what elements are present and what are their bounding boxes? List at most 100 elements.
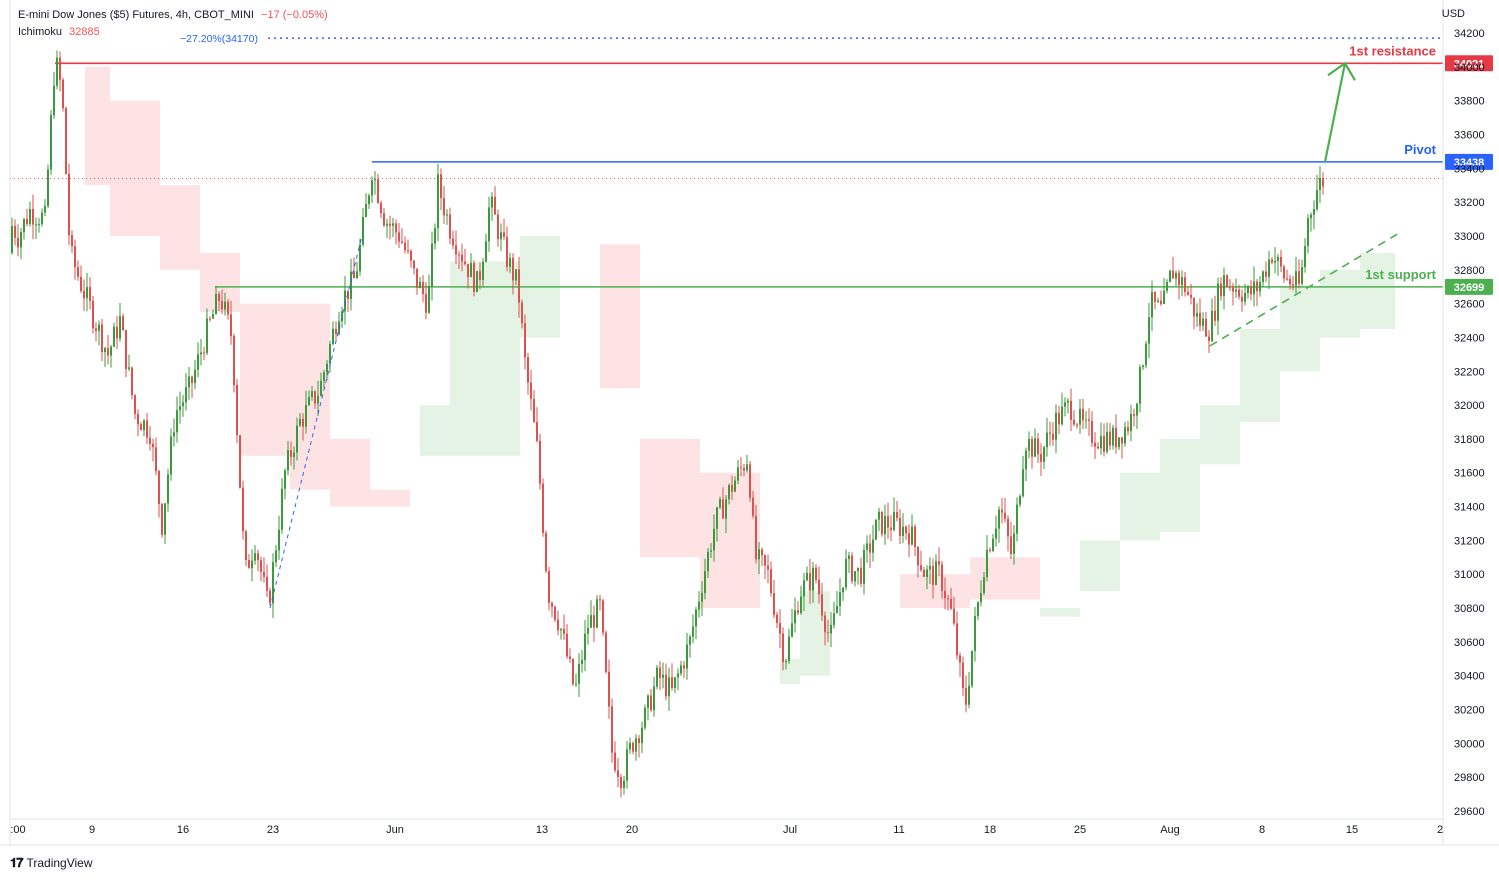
- candle-body: [335, 328, 337, 335]
- candle-body: [650, 695, 652, 711]
- candle-body: [644, 707, 646, 728]
- candle-body: [743, 467, 745, 471]
- y-tick-label: 33400: [1454, 163, 1485, 175]
- candle-body: [137, 413, 139, 425]
- level-price-label: 32699: [1454, 282, 1485, 294]
- x-tick-label: 25: [1074, 824, 1086, 836]
- axes-layer: 34021 33438 32699 29600 29800 30000 30200 30400…: [0, 0, 1499, 846]
- candle-body: [254, 553, 256, 561]
- candle-body: [1100, 435, 1102, 449]
- candle-body: [263, 571, 265, 577]
- candle-body: [1157, 300, 1159, 302]
- candle-body: [104, 348, 106, 353]
- candle-body: [866, 543, 868, 550]
- chart-legend-indicator[interactable]: Ichimoku 32885: [18, 26, 100, 38]
- candle-body: [26, 219, 28, 225]
- candle-body: [494, 196, 496, 215]
- y-tick-label: 31200: [1454, 535, 1485, 547]
- candle-body: [920, 565, 922, 570]
- candle-body: [50, 115, 52, 170]
- candle-body: [1118, 437, 1120, 448]
- candle-body: [512, 257, 514, 281]
- candle-body: [287, 450, 289, 471]
- candle-body: [461, 254, 463, 262]
- candle-body: [851, 555, 853, 582]
- candle-body: [827, 632, 829, 634]
- candle-body: [146, 420, 148, 438]
- cloud-red-segment: [290, 303, 330, 490]
- candle-body: [23, 219, 25, 233]
- candle-body: [1145, 343, 1147, 366]
- candle-body: [332, 328, 334, 345]
- candle-body: [587, 627, 589, 634]
- candles-layer: [11, 50, 1324, 798]
- cloud-green-segment: [1120, 472, 1160, 541]
- candle-body: [1256, 281, 1258, 292]
- symbol-title: E-mini Dow Jones ($5) Futures, 4h, CBOT_…: [18, 9, 254, 21]
- projection-arrow-shaft: [1323, 63, 1347, 163]
- candle-body: [776, 614, 778, 624]
- candle-body: [1205, 318, 1207, 337]
- candle-body: [887, 516, 889, 528]
- candle-body: [677, 673, 679, 678]
- candle-body: [251, 560, 253, 569]
- candle-body: [614, 752, 616, 771]
- candle-body: [1208, 336, 1210, 341]
- candle-body: [722, 499, 724, 519]
- tradingview-logo[interactable]: 𝟏𝟕 TradingView: [10, 855, 93, 871]
- level-price-label: 33438: [1454, 157, 1485, 169]
- y-tick-label: 33000: [1454, 231, 1485, 243]
- candle-body: [122, 316, 124, 331]
- candle-body: [638, 738, 640, 744]
- candle-body: [839, 592, 841, 607]
- candle-body: [1076, 424, 1078, 426]
- cloud-green-segment: [420, 405, 450, 456]
- candle-body: [1274, 260, 1276, 263]
- candle-body: [1160, 300, 1162, 305]
- candle-body: [1292, 284, 1294, 286]
- candle-body: [530, 382, 532, 399]
- candle-body: [734, 480, 736, 492]
- candle-body: [533, 398, 535, 423]
- candle-body: [425, 293, 427, 313]
- candle-body: [191, 376, 193, 384]
- candle-body: [632, 742, 634, 752]
- chart-legend-symbol[interactable]: E-mini Dow Jones ($5) Futures, 4h, CBOT_…: [18, 9, 328, 21]
- candle-body: [140, 424, 142, 431]
- candle-body: [1247, 286, 1249, 294]
- candle-body: [188, 376, 190, 388]
- candle-body: [401, 241, 403, 243]
- candle-body: [572, 658, 574, 685]
- candle-body: [1058, 412, 1060, 425]
- candle-body: [242, 487, 244, 532]
- candle-body: [95, 328, 97, 331]
- cloud-red-segment: [600, 244, 640, 389]
- candle-body: [53, 85, 55, 116]
- candle-body: [656, 667, 658, 687]
- cloud-green-segment: [1080, 540, 1120, 592]
- candle-body: [617, 770, 619, 777]
- candle-body: [44, 205, 46, 213]
- candle-body: [362, 217, 364, 245]
- candle-body: [167, 474, 169, 504]
- candle-body: [392, 223, 394, 226]
- candle-body: [686, 644, 688, 669]
- candle-body: [161, 504, 163, 535]
- candle-body: [89, 287, 91, 301]
- candle-body: [41, 212, 43, 225]
- candle-body: [1196, 312, 1198, 317]
- y-tick-label: 31400: [1454, 502, 1485, 514]
- candle-body: [758, 549, 760, 560]
- candle-body: [1106, 431, 1108, 452]
- brand-label: TradingView: [26, 856, 93, 870]
- candle-body: [1232, 286, 1234, 292]
- candle-body: [584, 633, 586, 661]
- cloud-green-segment: [1360, 252, 1395, 329]
- candle-body: [326, 363, 328, 373]
- candle-body: [1082, 408, 1084, 421]
- candle-body: [1184, 277, 1186, 292]
- candle-body: [989, 549, 991, 552]
- x-tick-label: 15: [1346, 824, 1358, 836]
